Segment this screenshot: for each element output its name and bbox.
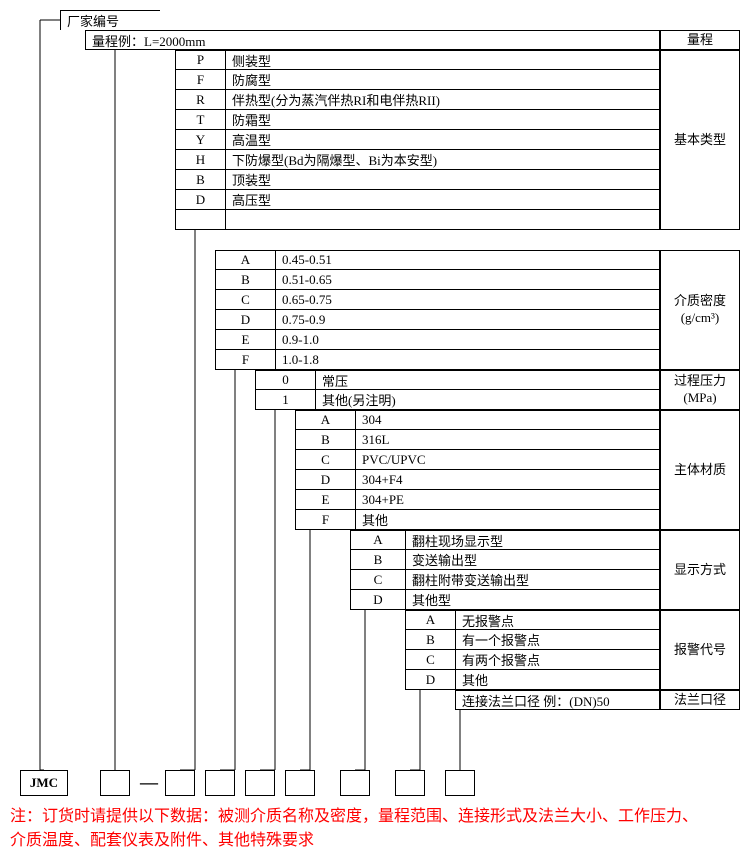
code-box-0 [100, 770, 130, 796]
code-box-3 [245, 770, 275, 796]
dash: — [140, 772, 158, 793]
code-box-4 [285, 770, 315, 796]
density-code-C: C [215, 290, 275, 310]
basic-code-F: F [175, 70, 225, 90]
material-desc-F: 其他 [355, 510, 660, 530]
density-code-A: A [215, 250, 275, 270]
material-code-C: C [295, 450, 355, 470]
jmc-box: JMC [20, 770, 68, 796]
material-code-D: D [295, 470, 355, 490]
pressure-code-1: 1 [255, 390, 315, 410]
alarm-desc-A: 无报警点 [455, 610, 660, 630]
alarm-desc-C: 有两个报警点 [455, 650, 660, 670]
display-desc-D: 其他型 [405, 590, 660, 610]
display-code-C: C [350, 570, 405, 590]
label-range: 量程 [660, 30, 740, 50]
basic-code-P: P [175, 50, 225, 70]
basic-code-D: D [175, 190, 225, 210]
label-alarm: 报警代号 [660, 610, 740, 690]
display-desc-C: 翻柱附带变送输出型 [405, 570, 660, 590]
ordering-code-diagram: 厂家编号量程例：L=2000mm量程P侧装型F防腐型R伴热型(分为蒸汽伴热RI和… [10, 10, 740, 850]
material-desc-C: PVC/UPVC [355, 450, 660, 470]
alarm-code-D: D [405, 670, 455, 690]
pressure-desc-1: 其他(另注明) [315, 390, 660, 410]
basic-code-T: T [175, 110, 225, 130]
alarm-code-A: A [405, 610, 455, 630]
code-box-1 [165, 770, 195, 796]
density-code-D: D [215, 310, 275, 330]
header-mfr: 厂家编号 [60, 10, 160, 30]
label-flange: 法兰口径 [660, 690, 740, 710]
footer-note: 注：订货时请提供以下数据：被测介质名称及密度，量程范围、连接形式及法兰大小、工作… [10, 805, 710, 853]
display-desc-B: 变送输出型 [405, 550, 660, 570]
density-desc-E: 0.9-1.0 [275, 330, 660, 350]
code-box-7 [445, 770, 475, 796]
code-box-6 [395, 770, 425, 796]
basic-desc-F: 防腐型 [225, 70, 660, 90]
basic-desc-B: 顶装型 [225, 170, 660, 190]
material-desc-D: 304+F4 [355, 470, 660, 490]
material-code-F: F [295, 510, 355, 530]
material-desc-B: 316L [355, 430, 660, 450]
alarm-code-C: C [405, 650, 455, 670]
density-desc-C: 0.65-0.75 [275, 290, 660, 310]
basic-code-R: R [175, 90, 225, 110]
header-range: 量程例：L=2000mm [85, 30, 660, 50]
label-pressure: 过程压力 (MPa) [660, 370, 740, 410]
flange-text: 连接法兰口径 例：(DN)50 [455, 690, 660, 710]
material-desc-A: 304 [355, 410, 660, 430]
label-display: 显示方式 [660, 530, 740, 610]
basic-desc-H: 下防爆型(Bd为隔爆型、Bi为本安型) [225, 150, 660, 170]
display-code-D: D [350, 590, 405, 610]
basic-code-B: B [175, 170, 225, 190]
label-basic: 基本类型 [660, 50, 740, 230]
density-code-E: E [215, 330, 275, 350]
label-material: 主体材质 [660, 410, 740, 530]
code-box-2 [205, 770, 235, 796]
density-code-B: B [215, 270, 275, 290]
basic-code-H: H [175, 150, 225, 170]
material-code-A: A [295, 410, 355, 430]
display-code-B: B [350, 550, 405, 570]
pressure-desc-0: 常压 [315, 370, 660, 390]
basic-desc-Y: 高温型 [225, 130, 660, 150]
pressure-code-0: 0 [255, 370, 315, 390]
label-density: 介质密度 (g/cm³) [660, 250, 740, 370]
alarm-code-B: B [405, 630, 455, 650]
density-desc-D: 0.75-0.9 [275, 310, 660, 330]
density-code-F: F [215, 350, 275, 370]
code-box-5 [340, 770, 370, 796]
basic-code-Y: Y [175, 130, 225, 150]
material-code-E: E [295, 490, 355, 510]
basic-desc-D: 高压型 [225, 190, 660, 210]
density-desc-A: 0.45-0.51 [275, 250, 660, 270]
basic-desc-R: 伴热型(分为蒸汽伴热RI和电伴热RII) [225, 90, 660, 110]
material-code-B: B [295, 430, 355, 450]
display-desc-A: 翻柱现场显示型 [405, 530, 660, 550]
density-desc-B: 0.51-0.65 [275, 270, 660, 290]
basic-desc-T: 防霜型 [225, 110, 660, 130]
alarm-desc-D: 其他 [455, 670, 660, 690]
basic-desc-P: 侧装型 [225, 50, 660, 70]
density-desc-F: 1.0-1.8 [275, 350, 660, 370]
display-code-A: A [350, 530, 405, 550]
material-desc-E: 304+PE [355, 490, 660, 510]
alarm-desc-B: 有一个报警点 [455, 630, 660, 650]
